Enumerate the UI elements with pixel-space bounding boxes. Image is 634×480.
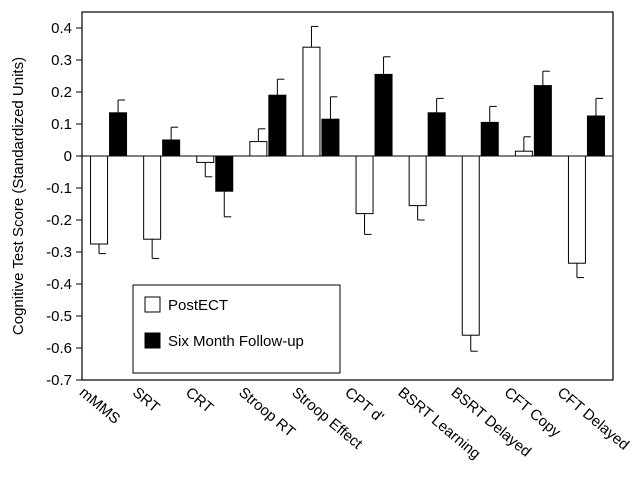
x-category-label: Stroop RT <box>235 384 298 441</box>
x-category-label: CRT <box>182 384 216 417</box>
x-category-label: SRT <box>129 384 163 416</box>
bar-postect <box>143 155 162 240</box>
y-tick-label: 0.2 <box>51 84 72 101</box>
bar-six-month <box>268 94 287 157</box>
legend-label-six-month: Six Month Follow-up <box>168 333 304 350</box>
bar-six-month <box>321 118 340 157</box>
y-tick-label: -0.2 <box>46 212 72 229</box>
y-tick-label: -0.7 <box>46 372 72 389</box>
bar-six-month <box>109 112 128 157</box>
x-category-label: mMMS <box>76 384 123 428</box>
y-axis-title: Cognitive Test Score (Standardized Units… <box>10 57 27 335</box>
bar-six-month <box>586 115 605 157</box>
y-tick-label: 0.4 <box>51 20 72 37</box>
y-tick-label: 0 <box>64 148 72 165</box>
x-category-label: CPT d' <box>341 384 387 426</box>
bars-layer <box>90 46 605 336</box>
bar-postect <box>461 155 480 336</box>
y-tick-label: -0.6 <box>46 340 72 357</box>
bar-six-month <box>533 85 552 157</box>
bar-postect <box>567 155 586 264</box>
legend-swatch-postect <box>144 296 161 313</box>
y-tick-label: 0.3 <box>51 52 72 69</box>
plot-frame <box>81 11 614 381</box>
legend-swatch-six-month <box>144 332 161 349</box>
y-axis-ticks: -0.7 -0.6 -0.5 -0.4 -0.3 -0.2 -0.1 0 0.1 0.2 0.3 0.… <box>46 20 82 389</box>
bar-six-month <box>427 112 446 157</box>
bar-postect <box>196 155 215 163</box>
y-tick-label: -0.1 <box>46 180 72 197</box>
y-tick-label: -0.4 <box>46 276 72 293</box>
bar-postect <box>90 155 109 245</box>
y-tick-label: 0.1 <box>51 116 72 133</box>
x-category-label: CFT Delayed <box>554 384 632 454</box>
legend-label-postect: PostECT <box>168 297 228 314</box>
legend: PostECT Six Month Follow-up <box>132 284 341 374</box>
legend-box <box>132 284 341 374</box>
bar-postect <box>514 150 533 157</box>
bar-six-month <box>215 155 234 192</box>
bar-postect <box>302 46 321 157</box>
bar-six-month <box>162 139 181 157</box>
bar-six-month <box>480 121 499 157</box>
bar-postect <box>408 155 427 207</box>
y-tick-label: -0.3 <box>46 244 72 261</box>
y-tick-label: -0.5 <box>46 308 72 325</box>
bar-postect <box>249 141 268 157</box>
error-bars-layer <box>98 25 603 352</box>
bar-six-month <box>374 73 393 157</box>
bar-postect <box>355 155 374 215</box>
